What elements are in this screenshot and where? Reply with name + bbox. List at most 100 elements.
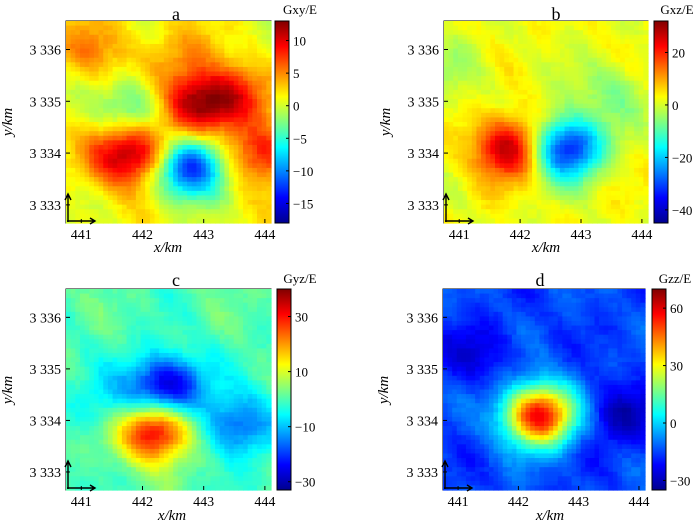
heatmap-cell: [126, 476, 132, 482]
heatmap-cell: [182, 89, 188, 96]
heatmap-cell: [210, 135, 216, 141]
heatmap-cell: [75, 200, 81, 206]
heatmap-cell: [527, 158, 533, 164]
heatmap-cell: [610, 204, 617, 210]
heatmap-cell: [103, 80, 109, 86]
heatmap-cell: [163, 435, 170, 441]
heatmap-cell: [634, 181, 640, 187]
heatmap-cell: [89, 112, 95, 119]
heatmap-cell: [201, 30, 207, 36]
heatmap-cell: [638, 204, 644, 210]
heatmap-cell: [112, 112, 118, 119]
heatmap-cell: [75, 112, 81, 119]
heatmap-cell: [159, 398, 165, 404]
heatmap-cell: [490, 94, 496, 100]
heatmap-cell: [583, 76, 589, 82]
heatmap-cell: [620, 103, 626, 109]
heatmap-cell: [499, 62, 505, 68]
heatmap-cell: [75, 117, 81, 123]
heatmap-cell: [191, 172, 198, 178]
heatmap-cell: [107, 30, 114, 36]
heatmap-cell: [112, 444, 118, 450]
heatmap-cell: [513, 144, 519, 151]
heatmap-cell: [559, 25, 566, 31]
heatmap-cell: [173, 131, 179, 137]
heatmap-cell: [103, 131, 109, 137]
heatmap-cell: [154, 416, 160, 423]
heatmap-cell: [117, 62, 123, 68]
heatmap-cell: [592, 213, 598, 220]
heatmap-cell: [476, 122, 482, 128]
heatmap-cell: [117, 209, 123, 215]
heatmap-cell: [117, 343, 123, 349]
heatmap-cell: [592, 131, 598, 137]
heatmap-cell: [238, 131, 244, 137]
heatmap-cell: [606, 112, 612, 119]
heatmap-cell: [66, 416, 72, 423]
heatmap-cell: [187, 163, 193, 169]
heatmap-cell: [550, 213, 556, 220]
heatmap-cell: [453, 99, 459, 105]
heatmap-cell: [70, 384, 76, 391]
heatmap-cell: [261, 158, 267, 164]
heatmap-cell: [187, 21, 193, 27]
heatmap-cell: [89, 311, 95, 318]
heatmap-cell: [495, 57, 501, 63]
heatmap-cell: [592, 39, 598, 45]
heatmap-cell: [126, 403, 132, 409]
heatmap-cell: [196, 48, 202, 54]
heatmap-cell: [66, 163, 72, 169]
heatmap-cell: [601, 195, 607, 201]
heatmap-cell: [615, 99, 621, 105]
heatmap-cell: [89, 476, 95, 482]
heatmap-cell: [112, 458, 118, 464]
heatmap-cell: [476, 209, 482, 215]
heatmap-cell: [536, 103, 542, 109]
heatmap-cell: [606, 85, 612, 91]
heatmap-cell: [490, 80, 496, 86]
heatmap-cell: [513, 71, 519, 77]
heatmap-cell: [159, 163, 165, 169]
heatmap-cell: [117, 435, 123, 441]
heatmap-cell: [117, 339, 123, 345]
heatmap-cell: [444, 135, 450, 141]
heatmap-cell: [98, 190, 104, 197]
x-axis-label-b: x/km: [531, 240, 560, 256]
heatmap-cell: [112, 149, 118, 155]
heatmap-cell: [70, 462, 76, 468]
heatmap-cell: [196, 218, 202, 224]
heatmap-cell: [629, 167, 635, 174]
heatmap-cell: [257, 186, 263, 192]
heatmap-cell: [126, 362, 132, 368]
heatmap-cell: [75, 293, 81, 299]
heatmap-cell: [112, 218, 118, 224]
heatmap-cell: [70, 149, 76, 155]
heatmap-cell: [620, 144, 626, 151]
heatmap-cell: [89, 94, 95, 100]
heatmap-cell: [70, 375, 76, 381]
heatmap-cell: [634, 62, 640, 68]
heatmap-cell: [149, 126, 156, 132]
heatmap-cell: [597, 80, 603, 86]
heatmap-cell: [135, 126, 142, 132]
heatmap-cell: [541, 30, 547, 36]
heatmap-cell: [573, 186, 580, 192]
axis-arrow-y: [442, 192, 450, 222]
heatmap-cell: [163, 167, 170, 174]
heatmap-cell: [107, 177, 114, 183]
heatmap-cell: [131, 476, 137, 482]
heatmap-cell: [93, 21, 100, 27]
heatmap-cell: [75, 316, 81, 322]
heatmap-cell: [173, 325, 179, 331]
heatmap-cell: [471, 108, 478, 114]
heatmap-cell: [145, 307, 151, 313]
heatmap-cell: [462, 154, 468, 160]
heatmap-cell: [243, 62, 249, 68]
heatmap-cell: [569, 186, 575, 192]
heatmap-cell: [84, 140, 90, 146]
heatmap-cell: [518, 181, 524, 187]
heatmap-cell: [564, 122, 570, 128]
heatmap-cell: [201, 34, 207, 40]
heatmap-cell: [541, 39, 547, 45]
